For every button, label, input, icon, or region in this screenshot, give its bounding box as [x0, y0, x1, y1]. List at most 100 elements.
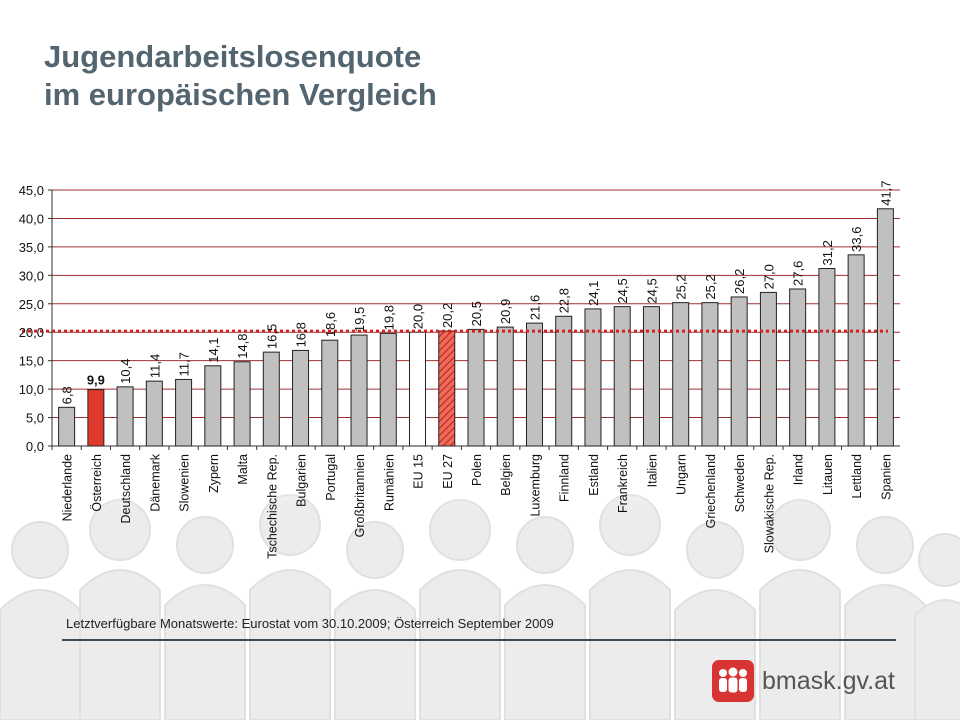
background-people-silhouettes — [0, 440, 960, 720]
category-label: Irland — [792, 454, 806, 485]
bar-Finnland — [555, 315, 573, 447]
y-tick-label: 15,0 — [19, 354, 44, 369]
slide-title-line2: im europäischen Vergleich — [44, 77, 437, 112]
bar-Bulgarien — [292, 349, 310, 447]
youth-unemployment-bar-chart: 0,0 5,0 10,0 15,0 20,0 25,0 30,0 35,0 40,0 45,0 6,… — [19, 180, 900, 559]
value-label: 20,9 — [498, 299, 513, 324]
value-label: 27,0 — [761, 264, 776, 289]
value-label: 24,5 — [644, 278, 659, 303]
bar-Griechenland — [701, 302, 719, 447]
category-label: Frankreich — [616, 454, 630, 513]
value-label: 10,4 — [118, 359, 133, 384]
value-label: 25,2 — [703, 274, 718, 299]
value-label: 26,2 — [732, 269, 747, 294]
category-label: Tschechische Rep. — [265, 454, 279, 559]
bar-Portugal — [321, 339, 339, 447]
bar-Irland — [789, 288, 807, 447]
value-label: 16,5 — [264, 324, 279, 349]
source-footnote: Letztverfügbare Monatswerte: Eurostat vo… — [66, 616, 554, 631]
bar-Niederlande — [58, 406, 76, 447]
value-label: 25,2 — [674, 274, 689, 299]
chart-bars — [58, 208, 894, 447]
y-tick-label: 10,0 — [19, 382, 44, 397]
category-label: EU 27 — [441, 454, 455, 489]
value-label: 20,2 — [440, 303, 455, 328]
bar-Malta — [233, 361, 251, 447]
bar-Tschechische Rep. — [262, 351, 280, 447]
category-label: Finnland — [558, 454, 572, 502]
category-label: Rumänien — [382, 454, 396, 511]
bar-Großbritannien — [350, 334, 368, 447]
y-tick-label: 30,0 — [19, 268, 44, 283]
bar-Spanien — [876, 208, 894, 447]
bar-Rumänien — [379, 332, 397, 447]
bar-EU 15 — [409, 331, 427, 447]
category-label: Großbritannien — [353, 454, 367, 537]
value-label: 19,8 — [381, 305, 396, 330]
value-label: 6,8 — [60, 386, 75, 404]
value-label: 9,9 — [87, 373, 105, 388]
category-label: Spanien — [879, 454, 893, 500]
category-label: Estland — [587, 454, 601, 496]
value-label: 27,6 — [791, 261, 806, 286]
y-tick-label: 45,0 — [19, 183, 44, 198]
bar-Polen — [467, 328, 485, 447]
category-label: Schweden — [733, 454, 747, 512]
bar-Estland — [584, 308, 602, 447]
footer-divider — [62, 639, 896, 641]
value-label: 20,5 — [469, 301, 484, 326]
category-label: Lettland — [850, 454, 864, 499]
value-label: 33,6 — [849, 227, 864, 252]
category-label: Belgien — [499, 454, 513, 496]
value-label: 11,4 — [147, 354, 162, 378]
category-label: Litauen — [821, 454, 835, 495]
category-label: Italien — [645, 454, 659, 487]
category-label: Malta — [236, 454, 250, 485]
bar-Österreich — [87, 389, 105, 447]
y-tick-label: 5,0 — [26, 411, 44, 426]
value-label: 14,8 — [235, 333, 250, 358]
value-label: 16,8 — [294, 322, 309, 347]
category-label: Slowakische Rep. — [762, 454, 776, 553]
chart-labels: 0,0 5,0 10,0 15,0 20,0 25,0 30,0 35,0 40,0 45,0 6,… — [19, 180, 894, 558]
slide-title-line1: Jugendarbeitslosenquote — [44, 39, 422, 74]
bar-Schweden — [730, 296, 748, 447]
category-label: Deutschland — [119, 454, 133, 524]
bar-Ungarn — [672, 302, 690, 447]
bar-Lettland — [847, 254, 865, 447]
value-label: 41,7 — [878, 180, 893, 205]
y-tick-label: 0,0 — [26, 439, 44, 454]
bar-Deutschland — [116, 386, 134, 447]
category-label: Bulgarien — [295, 454, 309, 507]
bar-Belgien — [496, 326, 514, 447]
category-label: Slowenien — [178, 454, 192, 512]
value-label: 24,5 — [615, 278, 630, 303]
value-label: 11,7 — [177, 352, 192, 376]
value-label: 21,6 — [527, 295, 542, 320]
bar-Dänemark — [145, 380, 163, 447]
slide-title: Jugendarbeitslosenquote im europäischen … — [44, 38, 437, 114]
bar-Zypern — [204, 365, 222, 447]
category-label: EU 15 — [412, 454, 426, 489]
chart-gridlines — [52, 189, 900, 419]
bar-Italien — [642, 306, 660, 447]
y-tick-label: 25,0 — [19, 297, 44, 312]
category-label: Dänemark — [148, 453, 162, 511]
value-label: 22,8 — [557, 288, 572, 313]
value-label: 18,6 — [323, 312, 338, 337]
category-label: Österreich — [90, 454, 104, 512]
bar-Litauen — [818, 268, 836, 447]
category-label: Ungarn — [675, 454, 689, 495]
ministry-logo[interactable]: bmask.gv.at — [712, 658, 912, 704]
category-label: Zypern — [207, 454, 221, 493]
bar-Luxemburg — [525, 322, 543, 447]
y-tick-label: 40,0 — [19, 211, 44, 226]
logo-text: bmask.gv.at — [762, 666, 895, 695]
value-label: 31,2 — [820, 240, 835, 265]
bar-Frankreich — [613, 306, 631, 447]
bar-EU 27 — [438, 330, 456, 447]
people-group-icon — [712, 660, 754, 702]
value-label: 19,5 — [352, 307, 367, 332]
category-label: Polen — [470, 454, 484, 486]
value-label: 20,0 — [411, 304, 426, 329]
